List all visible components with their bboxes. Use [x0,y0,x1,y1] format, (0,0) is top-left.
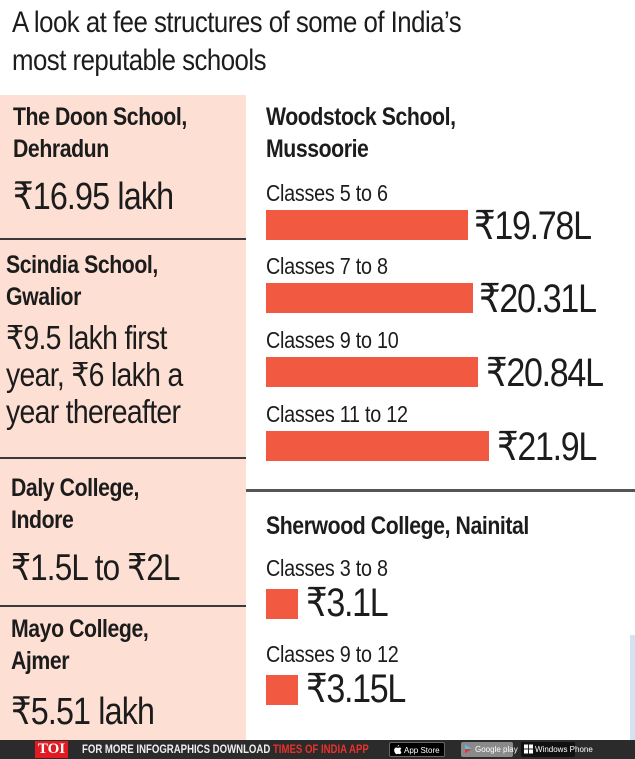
woodstock-row: Classes 11 to 12 ₹21.9L [266,401,597,469]
fee-bar [266,431,489,461]
school-location: Gwalior [6,283,81,311]
badge-label: Windows Phone [535,745,593,754]
windows-phone-badge[interactable]: Windows Phone [521,742,593,757]
sherwood-row: Classes 9 to 12 ₹3.15L [266,641,420,715]
fee-value: ₹19.78L [474,204,592,248]
infographic-title: A look at fee structures of some of Indi… [12,4,631,80]
edge-strip [630,635,635,740]
app-store-badge[interactable]: App Store [389,742,445,757]
school-name: Mayo College, [11,615,149,643]
sherwood-row: Classes 3 to 8 ₹3.1L [266,555,408,629]
school-location: Ajmer [11,647,70,675]
school-fee-line-1: ₹9.5 lakh first [6,319,167,356]
title-line-1: A look at fee structures of some of Indi… [12,6,462,39]
promo-text: FOR MORE INFOGRAPHICS DOWNLOAD [82,742,273,756]
school-fee: ₹1.5L to ₹2L [11,547,180,588]
class-range-label: Classes 7 to 8 [266,253,388,279]
left-panel: The Doon School, Dehradun ₹16.95 lakh Sc… [0,95,246,740]
section-divider [0,457,246,459]
school-fee: ₹5.51 lakh [11,691,155,733]
school-name: The Doon School, [13,103,187,131]
class-range-label: Classes 11 to 12 [266,401,408,427]
woodstock-row: Classes 5 to 6 ₹19.78L [266,180,592,248]
fee-bar [266,283,473,313]
title-line-2: most reputable schools [12,44,266,77]
apple-icon [394,745,402,755]
footer-promo-text: FOR MORE INFOGRAPHICS DOWNLOAD TIMES OF … [82,742,369,757]
fee-bar [266,675,298,705]
fee-value: ₹21.9L [497,425,597,469]
school-card-scindia: Scindia School, Gwalior ₹9.5 lakh first … [6,249,252,430]
play-icon [464,744,473,754]
school-fee-line-2: year, ₹6 lakh a [6,356,183,393]
fee-bar [266,210,468,240]
school-name: Sherwood College, Nainital [266,512,529,540]
woodstock-row: Classes 7 to 8 ₹20.31L [266,253,597,321]
badge-label: App Store [404,746,440,755]
school-name: Daly College, [11,474,139,502]
school-name: Scindia School, [6,251,158,279]
section-divider [246,489,635,492]
sherwood-section: Sherwood College, Nainital [266,510,575,542]
school-name: Woodstock School, [266,103,456,131]
school-location: Dehradun [13,135,109,163]
fee-value: ₹3.1L [306,581,389,625]
woodstock-row: Classes 9 to 10 ₹20.84L [266,327,604,395]
school-card-mayo: Mayo College, Ajmer ₹5.51 lakh [11,613,257,732]
fee-value: ₹20.31L [479,277,597,321]
school-fee-line-3: year thereafter [6,393,181,430]
fee-value: ₹20.84L [486,351,604,395]
section-divider [0,605,246,607]
badge-label: Google play [475,745,518,754]
school-card-doon: The Doon School, Dehradun ₹16.95 lakh [13,101,259,217]
google-play-badge[interactable]: Google play [461,742,518,757]
class-range-label: Classes 9 to 10 [266,327,399,353]
class-range-label: Classes 9 to 12 [266,641,399,667]
class-range-label: Classes 3 to 8 [266,555,388,581]
toi-logo[interactable]: TOI [35,741,68,758]
windows-icon [524,744,533,754]
woodstock-section: Woodstock School, Mussoorie [266,101,489,165]
app-name[interactable]: TIMES OF INDIA APP [272,742,369,756]
fee-bar [266,357,478,387]
fee-value: ₹3.15L [306,667,406,711]
class-range-label: Classes 5 to 6 [266,180,388,206]
section-divider [0,238,246,240]
school-fee: ₹16.95 lakh [13,176,174,218]
footer-bar: TOI FOR MORE INFOGRAPHICS DOWNLOAD TIMES… [0,740,635,759]
school-location: Indore [11,506,74,534]
school-card-daly: Daly College, Indore ₹1.5L to ₹2L [11,472,257,588]
fee-bar [266,589,298,619]
school-location: Mussoorie [266,135,369,163]
